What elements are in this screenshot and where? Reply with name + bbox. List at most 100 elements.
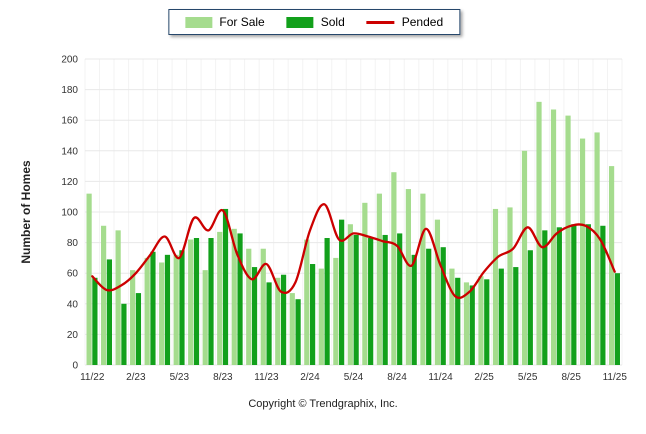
sold-bar	[150, 251, 156, 365]
chart-legend: For Sale Sold Pended	[168, 9, 461, 35]
svg-text:8/23: 8/23	[213, 372, 233, 383]
sold-bar	[455, 277, 461, 365]
x-axis-tick-labels: 11/22 2/23 5/23 8/23 11/23 2/24 5/24 8/24 11/24 2…	[80, 372, 627, 383]
sold-bar	[135, 293, 142, 365]
svg-text:200: 200	[61, 55, 78, 66]
sold-bar	[92, 277, 98, 365]
bars-layer	[86, 101, 620, 366]
for-sale-bar	[246, 248, 252, 365]
sold-bar	[513, 267, 519, 365]
for-sale-bar	[391, 172, 397, 365]
for-sale-bar	[173, 254, 179, 365]
sold-bar	[353, 234, 359, 365]
for-sale-bar	[434, 219, 441, 365]
svg-text:100: 100	[61, 208, 78, 219]
for-sale-bar	[275, 277, 281, 365]
sold-bar	[498, 268, 504, 365]
for-sale-bar	[579, 138, 586, 365]
svg-text:40: 40	[67, 299, 79, 310]
for-sale-bar	[260, 248, 266, 365]
svg-text:8/25: 8/25	[561, 372, 581, 383]
sold-bar	[571, 224, 577, 365]
svg-text:5/25: 5/25	[518, 372, 538, 383]
svg-text:11/24: 11/24	[428, 372, 453, 383]
sold-bar	[222, 208, 229, 365]
sold-bar	[106, 259, 113, 365]
sold-bar	[397, 233, 403, 365]
for-sale-bar	[115, 230, 121, 365]
for-sale-bar	[594, 132, 600, 365]
for-sale-bar	[318, 268, 324, 365]
svg-text:0: 0	[72, 361, 78, 372]
sold-bar	[527, 250, 533, 365]
for-sale-bar	[188, 239, 194, 365]
svg-text:120: 120	[61, 177, 78, 188]
y-axis-title: Number of Homes	[19, 160, 33, 264]
svg-text:20: 20	[67, 330, 79, 341]
sold-bar	[542, 230, 548, 365]
for-sale-bar	[130, 270, 136, 365]
sold-bar	[339, 219, 345, 365]
svg-text:11/23: 11/23	[254, 372, 279, 383]
sold-bar	[237, 233, 243, 365]
for-sale-bar	[405, 189, 411, 365]
pended-line	[91, 203, 616, 299]
sold-bar	[440, 247, 446, 365]
y-axis-tick-labels: 0 20 40 60 80 100 120 140 160 180 200	[61, 55, 78, 372]
sold-bar	[280, 274, 287, 365]
for-sale-bar	[144, 257, 150, 365]
for-sale-bar	[362, 202, 368, 365]
sold-bar	[556, 227, 562, 365]
for-sale-bar	[492, 208, 499, 365]
for-sale-bar	[521, 150, 528, 365]
sold-swatch-icon	[286, 16, 314, 28]
svg-text:160: 160	[61, 116, 78, 127]
svg-text:5/23: 5/23	[170, 372, 190, 383]
sold-bar	[121, 303, 127, 365]
sold-bar	[208, 238, 214, 365]
sold-bar	[411, 254, 417, 365]
svg-text:60: 60	[67, 269, 79, 280]
for-sale-bar	[478, 276, 484, 365]
svg-text:2/25: 2/25	[474, 372, 494, 383]
legend-item-for-sale: For Sale	[185, 16, 265, 28]
legend-item-pended: Pended	[366, 15, 444, 29]
sold-bar	[179, 250, 185, 365]
sold-bar	[585, 224, 591, 365]
for-sale-bar	[565, 115, 571, 365]
copyright-text: Copyright © Trendgraphix, Inc.	[248, 398, 398, 410]
for-sale-bar	[347, 224, 353, 365]
for-sale-bar	[159, 262, 165, 365]
sold-bar	[193, 238, 200, 365]
for-sale-bar	[507, 207, 513, 365]
sold-bar	[368, 238, 374, 365]
sold-bar	[266, 282, 272, 365]
sold-bar	[614, 273, 620, 365]
for-sale-bar	[449, 268, 455, 365]
legend-item-sold: Sold	[286, 16, 345, 28]
sold-bar	[324, 238, 330, 365]
legend-label-pended: Pended	[401, 15, 444, 29]
pended-line-swatch-icon	[366, 20, 395, 24]
for-sale-swatch-icon	[185, 16, 213, 28]
svg-text:8/24: 8/24	[387, 372, 407, 383]
for-sale-bar	[101, 225, 107, 365]
for-sale-bar	[86, 193, 92, 365]
sold-bar	[382, 234, 388, 365]
for-sale-bar	[376, 193, 382, 365]
svg-text:80: 80	[67, 238, 79, 249]
sold-bar	[484, 279, 490, 365]
for-sale-bar	[202, 270, 208, 365]
sold-bar	[426, 248, 432, 365]
sold-bar	[600, 225, 606, 365]
for-sale-bar	[231, 228, 237, 365]
sold-bar	[295, 299, 301, 365]
for-sale-bar	[420, 193, 426, 365]
for-sale-bar	[289, 293, 295, 365]
svg-text:2/23: 2/23	[126, 372, 146, 383]
sold-bar	[251, 267, 258, 365]
sold-bar	[310, 264, 316, 365]
svg-text:140: 140	[61, 146, 78, 157]
for-sale-bar	[333, 257, 339, 365]
